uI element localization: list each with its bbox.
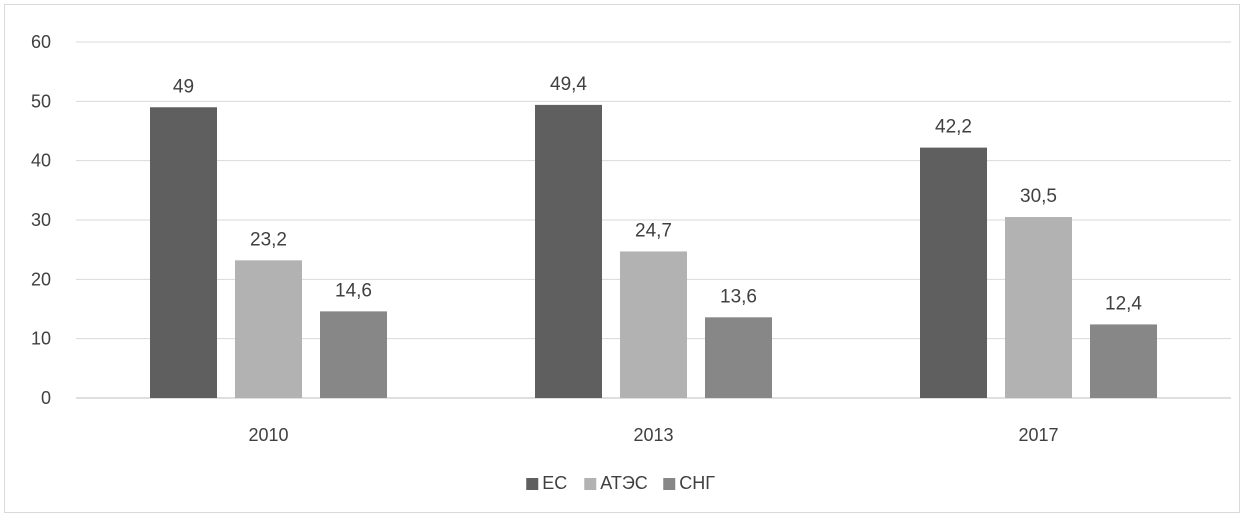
legend-label: АТЭС: [600, 473, 648, 493]
y-tick-label: 30: [31, 210, 51, 230]
x-category-label: 2013: [633, 425, 673, 445]
y-tick-label: 40: [31, 151, 51, 171]
data-labels: 49 23,2 14,6 49,4 24,7 13,6 42,2 30,5 12,4: [173, 74, 1142, 315]
bar-2013-СНГ: [705, 317, 772, 398]
y-tick-label: 10: [31, 329, 51, 349]
bar-2017-СНГ: [1090, 324, 1157, 398]
data-label: 24,7: [635, 220, 672, 241]
data-label: 13,6: [720, 286, 757, 307]
data-label: 42,2: [935, 117, 972, 138]
bar-2017-ЕС: [920, 147, 987, 398]
data-label: 30,5: [1020, 186, 1057, 207]
bar-2013-ЕС: [535, 104, 602, 398]
bar-2013-АТЭС: [620, 251, 687, 398]
legend-swatch-СНГ: [663, 478, 676, 490]
bars: [150, 104, 1157, 399]
legend-label: ЕС: [542, 473, 567, 493]
y-tick-label: 60: [31, 32, 51, 52]
x-axis-categories: 2010 2013 2017: [248, 425, 1058, 445]
bar-2017-АТЭС: [1005, 217, 1072, 398]
x-category-label: 2010: [248, 425, 288, 445]
bar-2010-СНГ: [320, 311, 387, 398]
chart-area: 0 10 20 30 40 50 60 49 23,2 14,6 49,4 24,7 13,6 42,2…: [4, 4, 1240, 513]
y-tick-label: 50: [31, 91, 51, 111]
bar-2010-АТЭС: [235, 260, 302, 398]
bar-chart: 0 10 20 30 40 50 60 49 23,2 14,6 49,4 24,7 13,6 42,2…: [31, 32, 1231, 493]
data-label: 49: [173, 76, 194, 97]
legend: ЕС АТЭС СНГ: [526, 473, 715, 493]
legend-swatch-АТЭС: [584, 478, 597, 490]
legend-label: СНГ: [679, 473, 715, 493]
data-label: 49,4: [550, 74, 587, 95]
data-label: 14,6: [335, 280, 372, 301]
y-axis-ticks: 0 10 20 30 40 50 60: [31, 32, 51, 408]
data-label: 12,4: [1105, 293, 1142, 314]
legend-swatch-ЕС: [526, 478, 539, 490]
data-label: 23,2: [250, 229, 287, 250]
bar-2010-ЕС: [150, 107, 217, 399]
y-tick-label: 20: [31, 269, 51, 289]
x-category-label: 2017: [1018, 425, 1058, 445]
y-tick-label: 0: [41, 388, 51, 408]
